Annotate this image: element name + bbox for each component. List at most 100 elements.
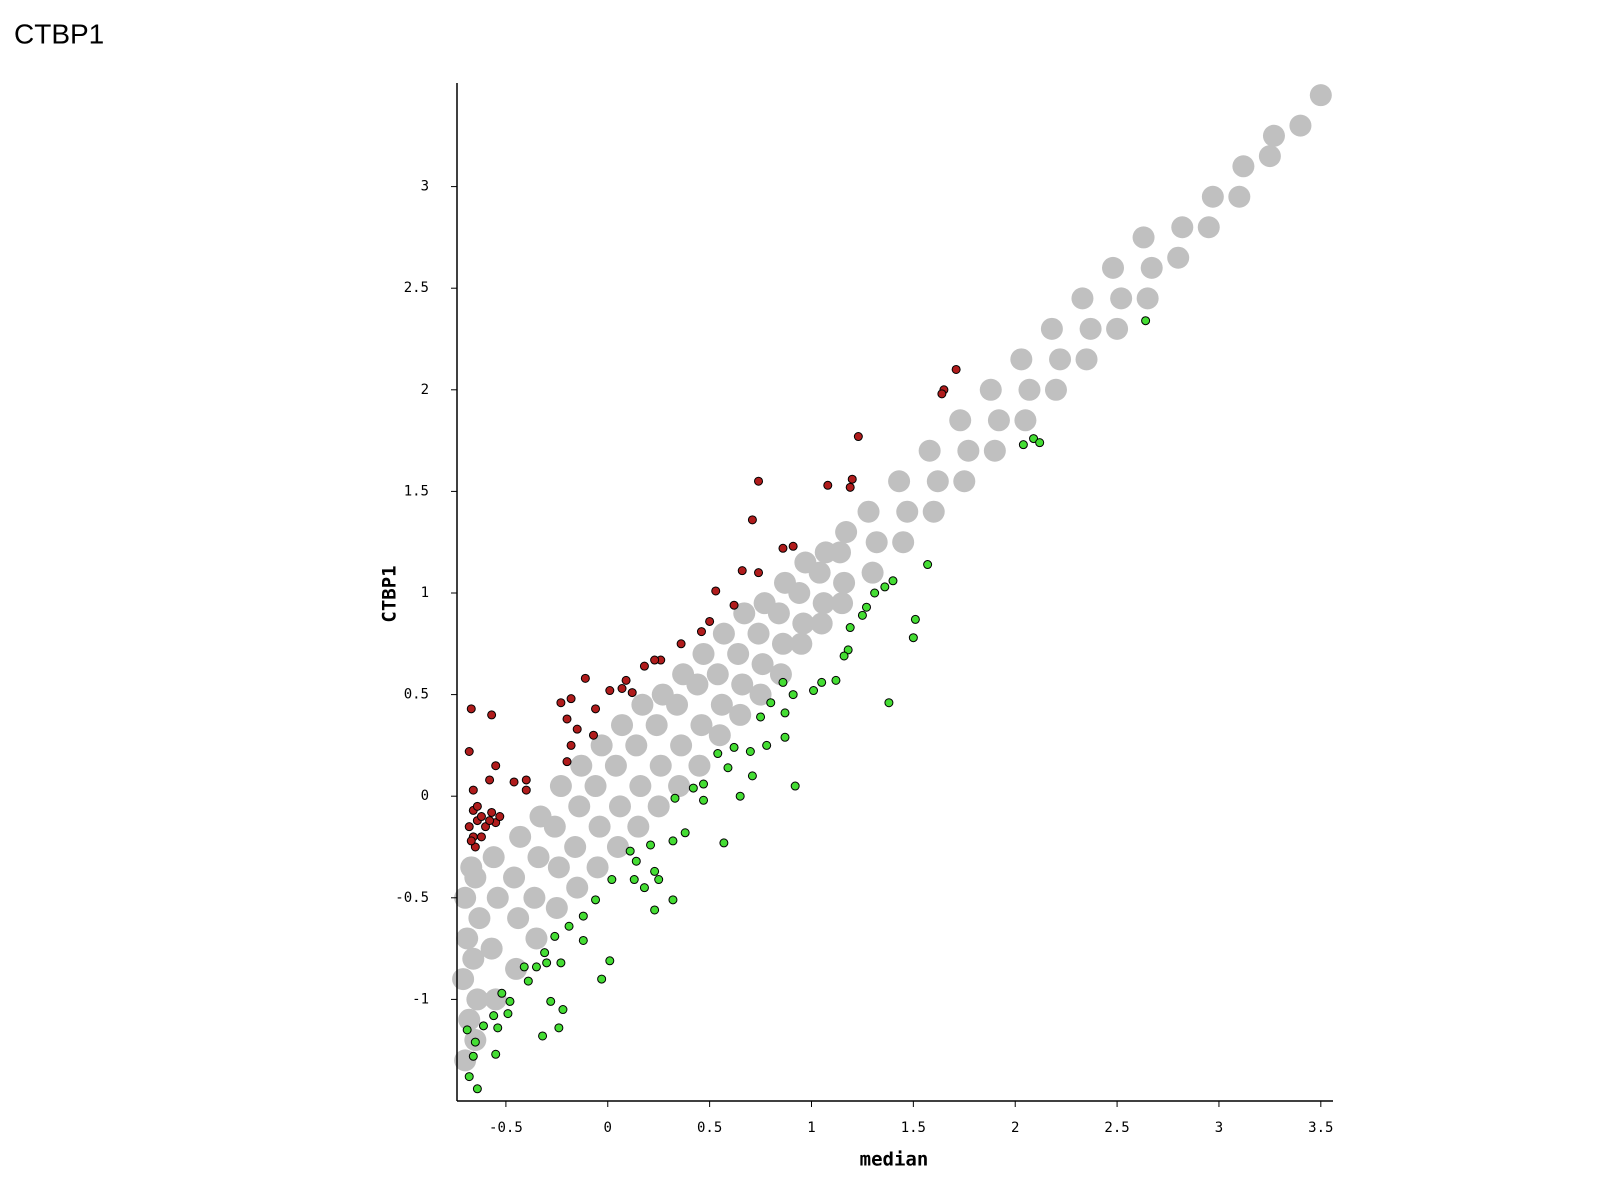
point: [470, 842, 480, 852]
point: [1171, 216, 1194, 239]
x-tick-label: 2.5: [1104, 1120, 1129, 1136]
x-tick-label: 0: [604, 1120, 612, 1136]
point: [545, 896, 568, 919]
point: [1106, 317, 1129, 340]
point: [729, 703, 752, 726]
point: [1110, 287, 1133, 310]
point: [767, 602, 790, 625]
point: [605, 686, 615, 696]
point: [957, 439, 980, 462]
point: [754, 476, 764, 486]
point: [1102, 256, 1125, 279]
point: [708, 724, 731, 747]
point: [578, 935, 588, 945]
point: [680, 828, 690, 838]
point: [1018, 440, 1028, 450]
point: [888, 576, 898, 586]
point: [646, 840, 656, 850]
point: [706, 663, 729, 686]
point: [464, 1072, 474, 1082]
y-tick-label: 2.5: [404, 280, 429, 296]
point: [476, 812, 486, 822]
point: [808, 561, 831, 584]
x-axis-title: median: [860, 1149, 929, 1171]
point: [788, 541, 798, 551]
point: [607, 875, 617, 885]
point: [688, 754, 711, 777]
point: [949, 409, 972, 432]
point: [549, 775, 572, 798]
point: [482, 846, 505, 869]
point: [631, 693, 654, 716]
point: [466, 704, 476, 714]
point: [788, 582, 811, 604]
point: [668, 895, 678, 905]
point: [1228, 185, 1251, 208]
point: [729, 600, 739, 610]
point: [861, 561, 884, 584]
point: [625, 846, 635, 856]
point: [790, 781, 800, 791]
point: [1014, 409, 1037, 432]
point: [456, 927, 479, 950]
point: [1201, 185, 1224, 208]
y-tick-label: -1: [412, 991, 429, 1007]
x-tick-label: 0.5: [697, 1120, 722, 1136]
point: [676, 639, 686, 649]
point: [1232, 155, 1255, 178]
point: [468, 1051, 478, 1061]
point: [686, 673, 709, 696]
point: [452, 968, 475, 991]
point: [572, 724, 582, 734]
chart-title: CTBP1: [14, 18, 104, 49]
point: [650, 905, 660, 915]
point: [591, 895, 601, 905]
point: [1309, 84, 1332, 107]
x-tick-label: 3: [1215, 1120, 1223, 1136]
point: [666, 693, 689, 716]
point: [810, 612, 833, 635]
point: [505, 996, 515, 1006]
point: [627, 688, 637, 698]
y-axis-title: CTBP1: [379, 565, 401, 622]
point: [1258, 145, 1281, 168]
point: [531, 962, 541, 972]
point: [578, 911, 588, 921]
point: [462, 947, 485, 970]
point: [562, 714, 572, 724]
point: [780, 708, 790, 718]
point: [690, 714, 713, 737]
point: [951, 364, 961, 374]
point: [650, 866, 660, 876]
point: [699, 779, 709, 789]
point: [688, 783, 698, 793]
point: [629, 775, 652, 798]
point: [507, 907, 530, 930]
point: [568, 795, 591, 818]
point: [733, 602, 756, 625]
point: [627, 815, 650, 838]
point: [1140, 256, 1163, 279]
point: [480, 937, 503, 960]
point: [540, 948, 550, 958]
point: [1049, 348, 1072, 371]
point: [543, 815, 566, 838]
point: [712, 622, 735, 645]
point: [1197, 216, 1220, 239]
y-tick-label: -0.5: [395, 890, 429, 906]
point: [466, 836, 476, 846]
point: [923, 560, 933, 570]
point: [554, 1023, 564, 1033]
point: [503, 866, 526, 889]
point: [468, 907, 491, 930]
point: [865, 531, 888, 554]
point: [458, 1008, 481, 1031]
point: [711, 586, 721, 596]
point: [464, 866, 487, 889]
point: [481, 822, 491, 832]
point: [1035, 438, 1045, 448]
point: [521, 775, 531, 785]
point: [566, 694, 576, 704]
point: [1040, 317, 1063, 340]
point: [588, 730, 598, 740]
